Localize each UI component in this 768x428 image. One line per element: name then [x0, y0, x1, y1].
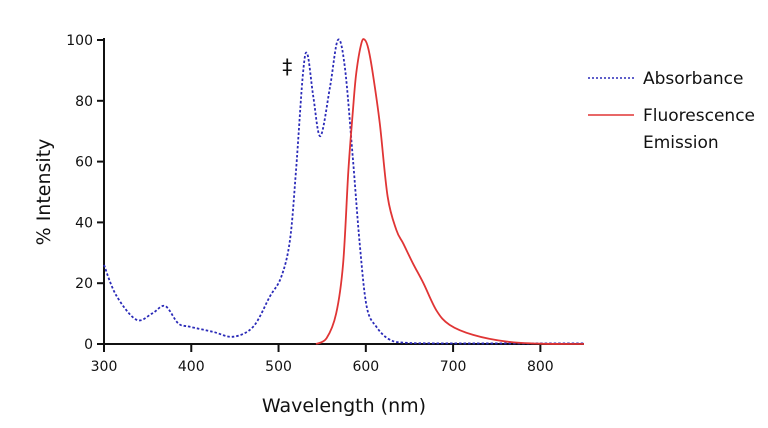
x-tick-label: 500 — [265, 359, 292, 375]
y-tick-label: 40 — [75, 215, 93, 231]
double-dagger-annotation: ‡ — [282, 54, 292, 78]
x-tick-label: 300 — [91, 359, 118, 375]
x-tick-label: 800 — [527, 359, 554, 375]
x-tick-label: 400 — [178, 359, 205, 375]
legend: Absorbance Fluorescence Emission — [588, 69, 755, 153]
y-tick-label: 20 — [75, 276, 93, 292]
y-axis-label: % Intensity — [33, 139, 55, 246]
y-tick-label: 100 — [66, 33, 93, 49]
series-line-absorbance — [103, 38, 585, 345]
y-tick-label: 0 — [84, 337, 93, 353]
y-tick-label: 80 — [75, 94, 93, 110]
legend-label-absorbance: Absorbance — [643, 69, 743, 89]
x-axis-label: Wavelength (nm) — [262, 395, 426, 417]
series-layer — [103, 38, 585, 345]
series-line-fluorescence-emission — [315, 38, 585, 345]
legend-label-emission-2: Emission — [643, 133, 719, 153]
legend-label-emission-1: Fluorescence — [643, 106, 755, 126]
x-tick-label: 600 — [352, 359, 379, 375]
axes: 300 400 500 600 700 800 0 20 40 60 80 100 — [66, 33, 584, 375]
x-tick-label: 700 — [440, 359, 467, 375]
y-tick-label: 60 — [75, 155, 93, 171]
